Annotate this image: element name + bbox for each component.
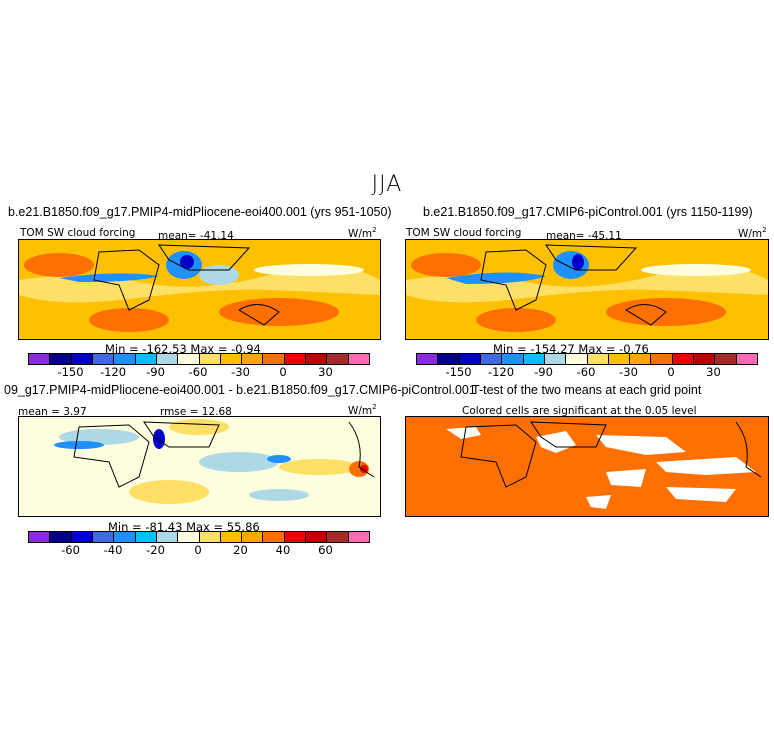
colorbar-tick-label: 0 [194,543,202,557]
colorbar-swatch [502,354,524,364]
panel1-map-field [19,240,380,339]
panel3-map-field [19,417,380,516]
colorbar-swatch [71,354,93,364]
colorbar-swatch [348,354,369,364]
colorbar-swatch [156,532,179,542]
colorbar-swatch [306,532,328,542]
panel1-colorbar [28,353,370,365]
colorbar-tick-label: 0 [667,365,675,379]
colorbar-swatch [587,354,609,364]
colorbar-tick-label: -150 [445,365,472,379]
colorbar-swatch [178,354,200,364]
panel2-units: W/m2 [738,226,767,240]
panel3-colorbar [28,531,370,543]
colorbar-swatch [114,354,136,364]
panel2-colorbar [416,353,758,365]
colorbar-swatch [199,354,221,364]
colorbar-swatch [608,354,631,364]
colorbar-tick-label: -120 [487,365,515,379]
colorbar-tick-label: 30 [318,365,333,379]
colorbar-swatch [135,354,157,364]
colorbar-swatch [220,532,243,542]
colorbar-swatch [284,532,307,542]
colorbar-swatch [263,354,285,364]
colorbar-tick-label: -120 [99,365,127,379]
panel3-units: W/m2 [348,403,377,417]
colorbar-swatch [199,532,221,542]
colorbar-swatch [50,354,72,364]
colorbar-swatch [459,354,481,364]
panel2-variable: TOM SW cloud forcing [406,227,522,239]
colorbar-swatch [242,532,264,542]
colorbar-swatch [29,532,51,542]
colorbar-swatch [114,532,136,542]
colorbar-tick-label: -60 [576,365,596,379]
colorbar-swatch [92,532,115,542]
colorbar-swatch [694,354,716,364]
panel2-map-field [406,240,768,339]
colorbar-tick-label: -30 [231,365,250,379]
colorbar-tick-label: -90 [534,365,553,379]
colorbar-tick-label: -60 [188,365,208,379]
colorbar-swatch [417,354,439,364]
colorbar-swatch [327,532,349,542]
colorbar-swatch [50,532,72,542]
colorbar-tick-label: 40 [275,543,291,557]
panel1-variable: TOM SW cloud forcing [20,227,136,239]
colorbar-swatch [480,354,503,364]
colorbar-tick-label: 30 [706,365,721,379]
colorbar-swatch [71,532,93,542]
colorbar-swatch [178,532,200,542]
colorbar-swatch [29,354,51,364]
panel4-map-field [406,417,768,516]
colorbar-tick-label: -20 [146,543,165,557]
colorbar-swatch [92,354,115,364]
colorbar-swatch [672,354,695,364]
panel1-title: b.e21.B1850.f09_g17.PMIP4-midPliocene-eo… [8,205,392,219]
panel2-minmax: Min = -154.27 Max = -0.76 [493,342,649,356]
colorbar-tick-label: -90 [146,365,165,379]
panel1-colorbar-ticks: -150 -120 -90 -60 -30 0 30 [28,365,368,379]
colorbar-tick-label: -40 [103,543,123,557]
panel3-minmax: Min = -81.43 Max = 55.86 [108,520,260,534]
colorbar-swatch [630,354,652,364]
colorbar-swatch [327,354,349,364]
colorbar-tick-label: -60 [61,543,80,557]
colorbar-swatch [438,354,460,364]
colorbar-swatch [523,354,545,364]
colorbar-swatch [348,532,369,542]
colorbar-tick-label: -30 [619,365,638,379]
colorbar-swatch [715,354,737,364]
panel2-map [405,239,769,340]
panel1-minmax: Min = -162.53 Max = -0.94 [105,342,261,356]
panel3-map [18,416,381,517]
colorbar-swatch [284,354,307,364]
colorbar-swatch [651,354,673,364]
colorbar-swatch [135,532,157,542]
colorbar-swatch [220,354,243,364]
colorbar-swatch [544,354,567,364]
colorbar-swatch [242,354,264,364]
colorbar-tick-label: -150 [57,365,84,379]
panel4-subtitle: Colored cells are significant at the 0.0… [462,405,697,417]
panel1-units: W/m2 [348,226,377,240]
panel4-title: T-test of the two means at each grid poi… [472,383,702,397]
panel3-title: 09_g17.PMIP4-midPliocene-eoi400.001 - b.… [4,383,476,397]
panel3-rmse: rmse = 12.68 [160,406,232,418]
colorbar-swatch [566,354,588,364]
colorbar-tick-label: 0 [279,365,287,379]
colorbar-tick-label: 60 [318,543,333,557]
panel3-colorbar-ticks: -60 -40 -20 0 20 40 60 [28,543,368,557]
colorbar-swatch [306,354,328,364]
colorbar-swatch [736,354,757,364]
colorbar-swatch [263,532,285,542]
panel1-map [18,239,381,340]
colorbar-swatch [156,354,179,364]
season-title: JJA [371,172,403,197]
panel3-mean: mean = 3.97 [18,406,87,418]
colorbar-tick-label: 20 [233,543,248,557]
panel2-title: b.e21.B1850.f09_g17.CMIP6-piControl.001 … [423,205,753,219]
panel2-colorbar-ticks: -150 -120 -90 -60 -30 0 30 [416,365,756,379]
panel4-map [405,416,769,517]
